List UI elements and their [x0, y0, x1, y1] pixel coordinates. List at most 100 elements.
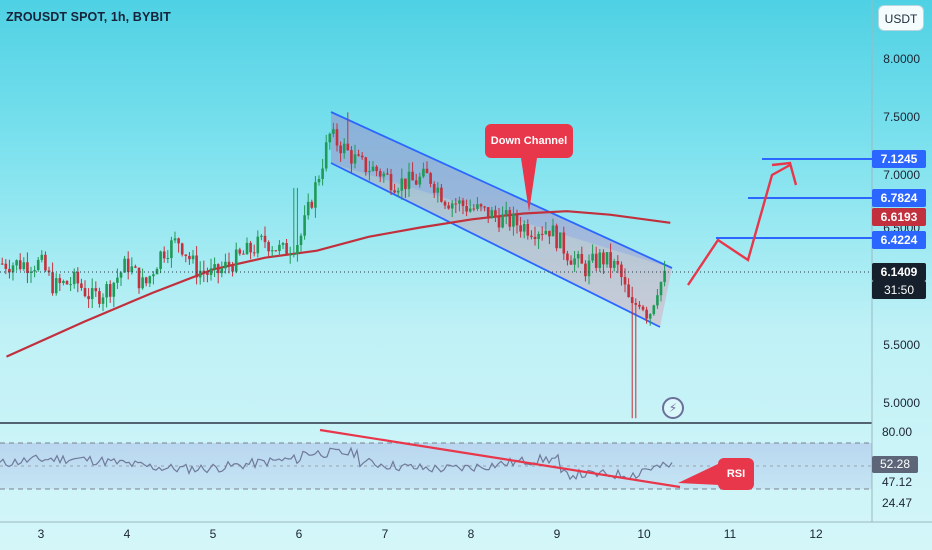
candle-body [342, 143, 346, 154]
candle-body [80, 283, 83, 289]
candle-body [234, 249, 238, 272]
candle-body [414, 180, 418, 185]
candle-body [238, 249, 242, 254]
candle-body [620, 264, 623, 278]
candle-body [386, 173, 389, 175]
candle-body [609, 252, 612, 268]
candle-body [101, 297, 105, 304]
candle-body [472, 208, 476, 210]
candle-body [15, 260, 18, 266]
candle-body [83, 288, 87, 297]
candle-body [465, 205, 468, 212]
candle-body [602, 252, 605, 265]
candle-body [317, 178, 321, 183]
candle-body [630, 297, 634, 304]
candle-body [303, 215, 306, 236]
candle-body [44, 254, 47, 271]
candle-body [393, 190, 396, 193]
candle-body [623, 277, 627, 285]
candle-body [562, 232, 566, 254]
candle-body [242, 253, 245, 255]
candle-body [90, 288, 94, 300]
candle-body [274, 250, 278, 252]
candle-body [170, 240, 173, 259]
candle-body [512, 213, 515, 227]
rsi-tick: 47.12 [881, 475, 912, 489]
candle-body [378, 171, 382, 177]
candle-body [375, 166, 378, 172]
candle-body [227, 261, 231, 266]
projection-path [687, 163, 791, 286]
candle-body [490, 210, 494, 219]
candle-body [656, 295, 659, 306]
candle-body [458, 200, 461, 204]
candle-body [116, 277, 119, 283]
candle-body [58, 278, 62, 284]
candle-body [508, 210, 512, 227]
candle-body [209, 268, 213, 275]
candle-body [634, 303, 638, 305]
candle-body [530, 235, 533, 237]
countdown-tag: 31:50 [872, 281, 926, 299]
candle-body [497, 216, 501, 228]
candle-body [332, 129, 335, 134]
price-tick: 7.5000 [883, 110, 920, 124]
candle-body [335, 129, 339, 146]
candle-body [584, 263, 587, 277]
price-tick: 7.0000 [883, 168, 920, 182]
candle-body [224, 261, 227, 269]
rsi-tick: 80.00 [881, 425, 912, 439]
candle-body [591, 253, 594, 261]
candle-body [245, 242, 249, 255]
candle-body [195, 255, 198, 278]
candle-body [551, 225, 555, 237]
candle-body [494, 210, 497, 217]
candle-body [130, 266, 134, 273]
candle-body [425, 168, 429, 174]
candle-body [432, 183, 436, 193]
candle-body [22, 262, 26, 270]
candle-body [292, 254, 296, 256]
candle-body [598, 252, 602, 268]
candle-body [112, 282, 116, 297]
lightning-icon[interactable]: ⚡ [662, 397, 684, 419]
candle-body [652, 305, 656, 315]
candle-body [314, 182, 317, 208]
down-channel-callout: Down Channel [485, 124, 573, 158]
candle-body [198, 270, 202, 278]
candle-body [537, 233, 540, 240]
candle-body [638, 304, 641, 307]
time-tick: 11 [723, 527, 737, 541]
candle-body [123, 258, 126, 273]
candle-body [252, 252, 256, 254]
candle-body [76, 271, 80, 284]
ma-value-tag: 6.6193 [872, 208, 926, 226]
rsi-trendline [319, 428, 681, 489]
candle-body [72, 271, 76, 285]
candle-body [504, 210, 508, 215]
candle-body [202, 270, 206, 273]
candle-body [648, 314, 652, 319]
candle-body [249, 242, 252, 253]
candle-body [576, 254, 580, 259]
time-tick: 8 [467, 527, 475, 541]
candle-body [447, 205, 450, 209]
candle-body [144, 277, 148, 284]
candle-body [54, 278, 58, 294]
candle-body [51, 272, 54, 294]
candle-body [4, 263, 8, 269]
candle-body [324, 142, 328, 169]
candle-body [134, 266, 137, 268]
time-tick: 12 [809, 527, 823, 541]
candle-body [260, 235, 263, 237]
candle-body [8, 268, 11, 273]
candle-body [98, 291, 101, 304]
candle-body [33, 270, 36, 272]
candle-body [29, 271, 33, 273]
candle-body [483, 206, 486, 208]
rsi-current-tag: 52.28 [872, 456, 918, 473]
candle-body [285, 243, 288, 255]
channel-upper-line [330, 111, 673, 269]
currency-button[interactable]: USDT [878, 5, 924, 31]
